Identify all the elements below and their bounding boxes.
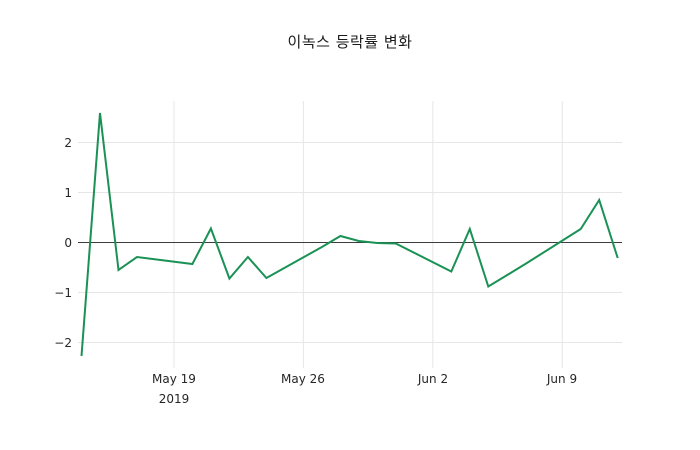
x-tick-label: May 19 — [152, 372, 196, 386]
x-tick-sublabel-year: 2019 — [158, 392, 190, 406]
y-tick-label: 1 — [64, 186, 72, 200]
x-tick-label: May 26 — [281, 372, 325, 386]
y-tick-label: −2 — [54, 336, 72, 350]
x-tick-label: Jun 9 — [546, 372, 578, 386]
y-tick-label: 0 — [64, 236, 72, 250]
y-tick-label: 2 — [64, 136, 72, 150]
x-tick-label: Jun 2 — [417, 372, 449, 386]
data-line-series — [80, 112, 619, 357]
chart-title: 이녹스 등락률 변화 — [287, 33, 413, 51]
y-tick-label: −1 — [54, 286, 72, 300]
